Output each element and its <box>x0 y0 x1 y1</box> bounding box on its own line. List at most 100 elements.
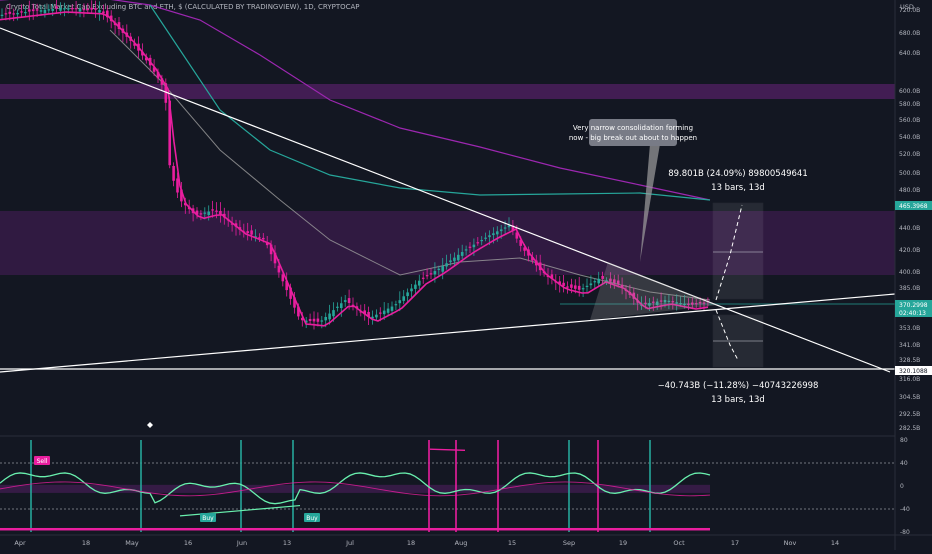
candle-body <box>433 271 437 275</box>
candle-body <box>304 320 308 323</box>
y-tick-label: 560.0B <box>899 117 920 124</box>
x-tick-label: Apr <box>14 539 26 547</box>
candle-body <box>659 300 663 302</box>
candle-body <box>574 285 577 289</box>
x-tick-label: 13 <box>283 539 291 547</box>
candle-body <box>51 8 54 11</box>
callout-pointer <box>640 144 660 262</box>
candle-body <box>698 302 702 304</box>
candle-body <box>386 308 390 313</box>
candle-body <box>230 223 234 225</box>
candle-body <box>340 303 343 309</box>
candle-body <box>168 100 171 166</box>
osc-zone <box>0 484 710 493</box>
candle-body <box>585 285 589 287</box>
candle-body <box>523 247 526 251</box>
candle-body <box>152 67 156 72</box>
candle-body <box>414 284 417 289</box>
candle-body <box>308 318 312 322</box>
candle-body <box>410 288 413 292</box>
candle-body <box>8 11 12 14</box>
y-tick-label: 400.0B <box>899 269 920 276</box>
price-label-text: 02:40:13 <box>899 310 926 317</box>
x-tick-label: Jun <box>236 539 247 547</box>
osc-bottom-bar <box>0 527 710 531</box>
y-tick-label: 328.5B <box>899 357 920 364</box>
y-tick-label: 580.0B <box>899 101 920 108</box>
x-tick-label: 18 <box>82 539 90 547</box>
x-tick-label: Jul <box>345 539 354 547</box>
candle-body <box>164 83 168 103</box>
price-label-bg <box>895 300 932 309</box>
candle-body <box>312 318 316 322</box>
candle-body <box>86 8 90 11</box>
candle-body <box>215 210 218 212</box>
candle-body <box>258 237 261 239</box>
price-label-bg <box>895 366 932 375</box>
candle-body <box>316 318 320 322</box>
candle-body <box>343 300 347 302</box>
candle-body <box>519 239 522 246</box>
candle-body <box>195 210 199 215</box>
candle-body <box>332 310 335 317</box>
y-tick-label: 640.0B <box>899 50 920 57</box>
y-tick-label: 353.0B <box>899 325 920 332</box>
callout-line-2: now - big break out about to happen <box>569 134 697 142</box>
candle-body <box>98 9 101 13</box>
candle-body <box>406 292 409 297</box>
candle-body <box>671 301 675 303</box>
candle-body <box>336 306 339 308</box>
candle-body <box>429 273 433 275</box>
candle-body <box>320 320 324 322</box>
price-label-text: 370.2998 <box>899 302 928 309</box>
osc-y-tick-label: 80 <box>900 437 908 444</box>
candle-body <box>31 9 35 12</box>
candle-body <box>24 12 27 14</box>
signal-line <box>455 440 457 532</box>
candle-body <box>35 9 39 11</box>
x-tick-label: Sep <box>563 539 575 547</box>
candle-body <box>425 275 429 277</box>
candle-body <box>601 275 604 279</box>
x-tick-label: 18 <box>407 539 415 547</box>
candle-body <box>70 8 74 10</box>
osc-y-tick-label: 40 <box>900 460 908 467</box>
x-tick-label: Oct <box>673 539 685 547</box>
candle-body <box>382 310 386 315</box>
candle-body <box>289 287 292 299</box>
candle-body <box>12 13 15 15</box>
candle-body <box>644 302 647 304</box>
long-label-2: 13 bars, 13d <box>711 183 765 193</box>
x-tick-label: 15 <box>508 539 516 547</box>
candle-body <box>176 178 179 193</box>
candle-body <box>679 303 682 305</box>
candle-body <box>675 302 678 304</box>
candle-body <box>648 303 651 306</box>
candle-body <box>347 298 351 303</box>
candle-body <box>250 230 253 235</box>
candle-body <box>156 71 160 79</box>
chart-title: Crypto Total Market Cap Excluding BTC an… <box>6 3 360 11</box>
y-tick-label: 316.0B <box>899 376 920 383</box>
candle-body <box>82 8 86 11</box>
candle-body <box>39 10 43 12</box>
candle-body <box>324 316 327 321</box>
candle-body <box>328 313 331 320</box>
osc-signal-label: Buy <box>306 515 318 522</box>
ma-200-line <box>149 4 711 201</box>
callout-line-1: Very narrow consolidation forming <box>573 124 693 132</box>
resistance-zone-upper <box>0 84 895 99</box>
candle-body <box>297 306 300 317</box>
candle-body <box>262 237 265 240</box>
x-tick-label: Aug <box>455 539 468 547</box>
candle-body <box>117 22 121 29</box>
y-tick-label: 304.5B <box>899 394 920 401</box>
candle-body <box>468 246 472 248</box>
osc-signal-label: Buy <box>202 515 214 522</box>
y-tick-label: 500.0B <box>899 170 920 177</box>
candle-body <box>390 306 394 311</box>
candle-body <box>457 254 460 261</box>
candle-body <box>496 231 499 235</box>
